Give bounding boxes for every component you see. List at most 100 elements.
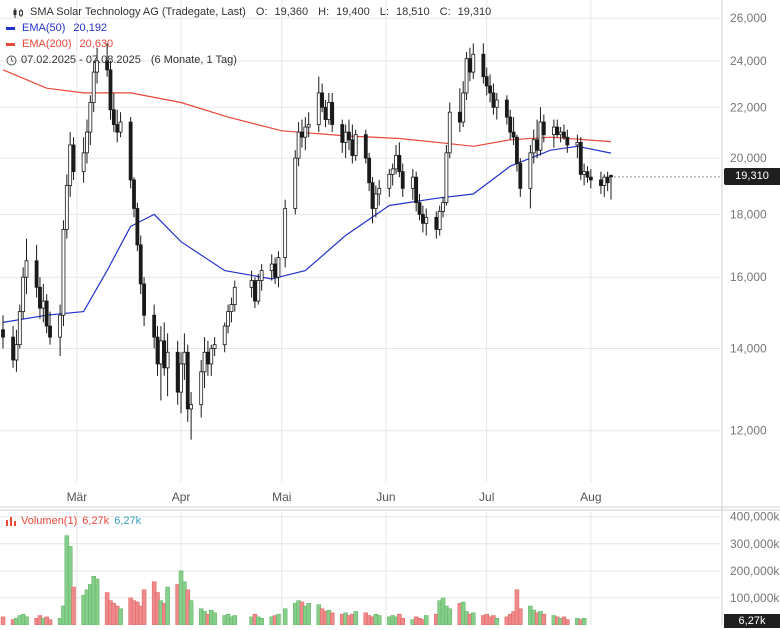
y-tick-label: 22,000 xyxy=(730,100,767,114)
candle-body xyxy=(115,124,120,133)
candle xyxy=(206,340,210,376)
candle xyxy=(68,132,73,197)
candle xyxy=(605,171,610,192)
candle-body xyxy=(323,106,328,120)
close-label: C: xyxy=(439,6,451,18)
candle xyxy=(340,119,345,153)
candle-body xyxy=(71,144,76,173)
candle xyxy=(541,114,546,143)
candle-body xyxy=(212,344,217,349)
candle xyxy=(41,283,46,323)
candle-body xyxy=(118,121,123,133)
candle xyxy=(300,119,304,148)
candle-body xyxy=(394,155,398,170)
candle-body xyxy=(585,171,590,178)
candle xyxy=(135,202,140,252)
candle-body xyxy=(588,176,593,181)
candle-body xyxy=(434,216,439,230)
candle xyxy=(558,127,563,143)
candle xyxy=(128,117,133,189)
candle xyxy=(562,124,566,140)
volume-bar xyxy=(353,611,358,626)
candle-body xyxy=(68,144,73,186)
candle-body xyxy=(488,85,492,94)
candle xyxy=(565,129,570,153)
candle-body xyxy=(162,340,167,369)
candle xyxy=(182,333,187,380)
candle-body xyxy=(128,121,133,181)
candle xyxy=(202,337,207,388)
volume-bar xyxy=(581,617,587,626)
candle xyxy=(222,322,227,353)
candle xyxy=(481,43,486,84)
candle xyxy=(400,163,405,197)
candle xyxy=(115,109,120,143)
candle-body xyxy=(551,126,556,136)
candle xyxy=(353,129,358,161)
candle-body xyxy=(14,344,19,361)
x-tick-label: Jun xyxy=(376,490,395,504)
candle-body xyxy=(293,157,298,209)
candle-body xyxy=(558,131,563,136)
y-tick-label: 16,000 xyxy=(730,270,767,284)
low-value: 18,510 xyxy=(395,6,430,18)
candle xyxy=(155,326,160,376)
ema200-swatch xyxy=(6,42,15,46)
candle xyxy=(447,102,452,159)
candle-body xyxy=(276,257,281,278)
candle-body xyxy=(390,168,395,175)
candle xyxy=(229,297,234,323)
candle xyxy=(132,177,136,218)
volume-bar xyxy=(376,615,382,626)
candle xyxy=(185,344,190,422)
candle xyxy=(88,95,93,145)
candle xyxy=(538,107,543,156)
candle xyxy=(528,144,533,209)
candle-body xyxy=(541,121,546,136)
ema50-swatch xyxy=(6,26,15,30)
candle xyxy=(259,264,264,291)
volume-tick-label: 400,000k xyxy=(730,510,780,524)
candle-body xyxy=(229,304,234,313)
candle-body xyxy=(158,340,163,365)
volume-bar xyxy=(471,612,476,626)
legend-title-row: SMA Solar Technology AG (Tradegate, Last… xyxy=(6,4,491,20)
candle xyxy=(410,168,415,200)
candle-body xyxy=(605,176,610,184)
volume-bar xyxy=(141,589,147,626)
candle-body xyxy=(377,187,382,195)
volume-bar xyxy=(518,608,523,626)
candle xyxy=(387,168,392,197)
candle-body xyxy=(41,300,46,309)
candle xyxy=(424,208,429,236)
candle-body xyxy=(491,92,496,108)
candle-body xyxy=(565,136,570,146)
candle-body xyxy=(347,131,351,141)
candle-body xyxy=(343,131,348,143)
candle-body xyxy=(182,351,187,365)
volume-bar xyxy=(447,608,453,626)
candle xyxy=(71,137,76,180)
candle xyxy=(138,235,143,295)
candle-body xyxy=(562,131,566,138)
candle xyxy=(293,150,298,215)
candle-body xyxy=(609,175,613,178)
candle-body xyxy=(34,260,39,288)
volume-bar xyxy=(0,616,6,626)
candle-body xyxy=(320,92,325,108)
candle-body xyxy=(340,124,345,143)
candle xyxy=(111,92,116,133)
candle xyxy=(81,137,86,183)
candle-body xyxy=(316,92,321,125)
ema50-label: EMA(50) xyxy=(22,22,66,34)
candle-body xyxy=(226,311,230,327)
candle xyxy=(142,277,146,327)
candle xyxy=(303,117,308,151)
candle-body xyxy=(175,351,180,393)
candle xyxy=(464,52,469,101)
candle xyxy=(17,304,22,349)
candle-body xyxy=(410,176,415,189)
candle-body xyxy=(95,60,99,73)
